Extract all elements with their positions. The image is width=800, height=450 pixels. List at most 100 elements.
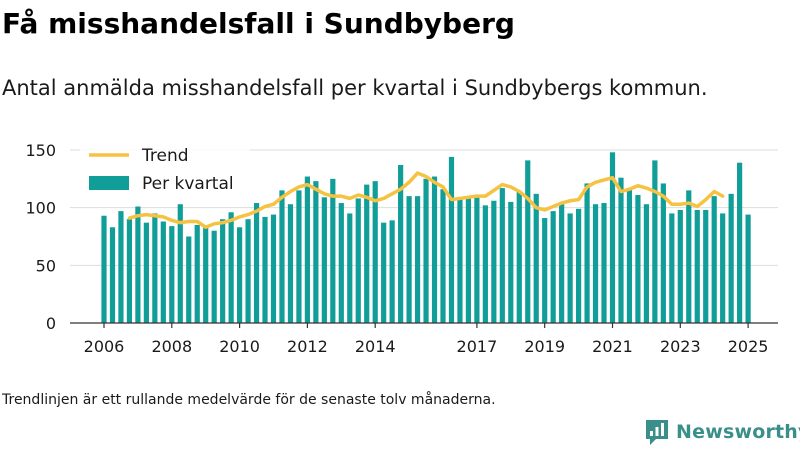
- bar: [474, 196, 480, 323]
- bar: [525, 160, 531, 323]
- bar: [720, 213, 726, 323]
- bar: [745, 214, 751, 323]
- bar: [508, 201, 514, 323]
- bar: [270, 214, 277, 323]
- bar: [338, 203, 344, 323]
- bar: [279, 190, 285, 323]
- bar: [194, 224, 200, 323]
- x-tick-label: 2017: [457, 337, 498, 356]
- bar: [542, 218, 548, 323]
- bar: [728, 193, 734, 323]
- bar: [245, 219, 251, 323]
- bar: [414, 196, 421, 323]
- bar: [152, 213, 158, 323]
- x-tick-label: 2025: [728, 337, 769, 356]
- bar: [694, 209, 700, 323]
- legend-trend-label: Trend: [141, 146, 189, 166]
- x-tick-label: 2006: [84, 337, 125, 356]
- legend-bars-swatch: [89, 176, 129, 190]
- bar: [321, 197, 327, 323]
- bar: [118, 211, 124, 323]
- trend-line: [127, 171, 725, 230]
- bar: [652, 160, 658, 323]
- bar: [296, 190, 302, 323]
- bar: [287, 204, 294, 323]
- bar: [431, 176, 438, 323]
- bar: [220, 219, 226, 323]
- bar: [491, 200, 497, 323]
- bar: [533, 193, 539, 323]
- chart-subtitle: Antal anmälda misshandelsfall per kvarta…: [2, 76, 708, 100]
- bar: [592, 204, 599, 323]
- bar: [211, 230, 217, 323]
- bar: [262, 216, 268, 323]
- bar: [253, 203, 260, 323]
- bar: [516, 191, 522, 323]
- bar: [499, 188, 505, 323]
- bar: [228, 212, 234, 323]
- bar: [135, 206, 141, 323]
- bar: [626, 189, 633, 323]
- bar: [330, 178, 336, 323]
- bar: [389, 220, 395, 323]
- bar: [711, 196, 717, 323]
- bar: [550, 211, 556, 323]
- bar: [601, 203, 607, 323]
- chart: 0 50 100 150 2006 2008 2010 2012 2014 2017 2019 202…: [25, 141, 778, 356]
- bar: [398, 164, 404, 323]
- x-tick-label: 2012: [287, 337, 328, 356]
- bar: [737, 162, 743, 323]
- trend: [127, 171, 725, 230]
- bar: [313, 181, 319, 323]
- x-tick-label: 2023: [660, 337, 701, 356]
- bar: [559, 203, 565, 323]
- bar: [440, 189, 446, 323]
- bar: [355, 198, 361, 323]
- bar: [686, 190, 692, 323]
- bar: [381, 222, 387, 323]
- bar: [423, 178, 429, 323]
- bar: [660, 183, 666, 323]
- bar: [177, 204, 183, 323]
- bar: [618, 177, 624, 323]
- bar: [237, 227, 243, 323]
- bar: [372, 181, 378, 323]
- footnote: Trendlinjen är ett rullande medelvärde f…: [2, 392, 496, 408]
- y-tick-label: 50: [36, 256, 56, 275]
- bar: [186, 236, 192, 323]
- bar: [304, 176, 310, 323]
- bar: [347, 213, 353, 323]
- bar: [101, 215, 107, 323]
- chart-title: Få misshandelsfall i Sundbyberg: [2, 7, 515, 40]
- bar: [457, 198, 463, 323]
- bar: [677, 209, 683, 323]
- x-tick-label: 2010: [219, 337, 260, 356]
- bar: [567, 213, 573, 323]
- bar: [143, 222, 149, 323]
- x-tick-label: 2008: [151, 337, 192, 356]
- bar: [203, 227, 209, 323]
- bar: [703, 209, 709, 323]
- y-tick-label: 150: [25, 141, 56, 160]
- brand-logo[interactable]: Newsworthy: [644, 418, 800, 446]
- y-tick-label: 0: [46, 314, 56, 333]
- bar: [465, 197, 472, 323]
- x-tick-label: 2021: [592, 337, 633, 356]
- brand-name: Newsworthy: [676, 421, 800, 443]
- y-tick-label: 100: [25, 199, 56, 218]
- bar: [364, 184, 370, 323]
- bar: [448, 156, 455, 323]
- bar: [669, 213, 675, 323]
- bar: [609, 152, 616, 323]
- bar: [160, 221, 166, 323]
- bar: [635, 194, 641, 323]
- axes: 0 50 100 150 2006 2008 2010 2012 2014 2017 2019 202…: [25, 141, 778, 356]
- bar: [643, 204, 649, 323]
- bar: [406, 196, 412, 323]
- legend-bars-label: Per kvartal: [142, 174, 234, 194]
- bar: [584, 183, 590, 323]
- bar: [169, 226, 175, 323]
- bars: [101, 152, 751, 323]
- x-tick-label: 2019: [524, 337, 565, 356]
- legend: Trend Per kvartal: [80, 144, 250, 200]
